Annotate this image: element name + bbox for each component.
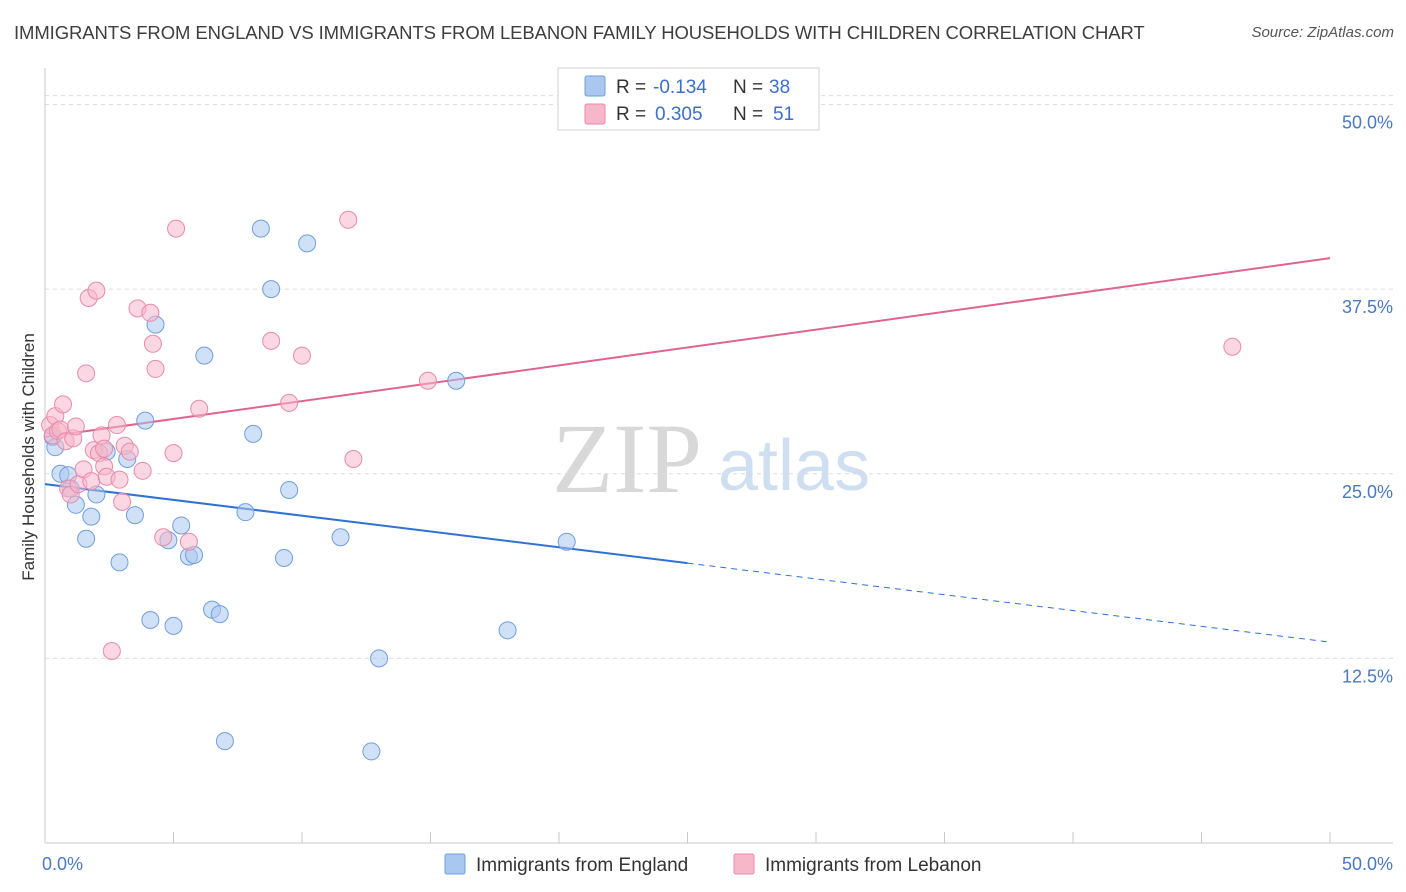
point-lebanon [344, 450, 363, 468]
point-lebanon [280, 393, 299, 412]
point-lebanon [82, 472, 101, 491]
data-points [41, 210, 1242, 761]
point-england [244, 424, 263, 443]
trend-line-england-extrapolated [687, 562, 1331, 643]
point-lebanon [167, 219, 186, 238]
chart-title: IMMIGRANTS FROM ENGLAND VS IMMIGRANTS FR… [14, 22, 1145, 43]
y-axis-label: Family Households with Children [19, 333, 38, 581]
point-england [136, 411, 155, 430]
point-lebanon [179, 532, 198, 551]
point-lebanon [107, 416, 126, 435]
point-england [251, 219, 270, 238]
legend-n-value-england: 38 [769, 77, 790, 98]
point-england [280, 481, 299, 500]
y-tick-label: 12.5% [1342, 666, 1393, 686]
point-lebanon [1223, 337, 1242, 356]
point-england [195, 346, 214, 365]
series-legend-swatch-england [444, 853, 466, 875]
legend-swatch-england [584, 75, 606, 97]
point-england [77, 529, 96, 548]
gridlines [45, 95, 1393, 659]
legend-swatch-lebanon [584, 103, 606, 125]
point-england [498, 621, 517, 640]
point-england [172, 516, 191, 535]
series-legend-label-lebanon: Immigrants from Lebanon [765, 855, 982, 876]
point-england [125, 506, 144, 525]
point-lebanon [87, 281, 106, 300]
point-lebanon [77, 364, 96, 383]
series-legend: Immigrants from England Immigrants from … [444, 853, 982, 876]
correlation-legend: R = -0.134 N = 38 R = 0.305 N = 51 [557, 67, 820, 131]
legend-n-label-lebanon: N = [733, 104, 763, 125]
point-england [370, 649, 389, 668]
y-tick-label: 37.5% [1342, 297, 1393, 317]
point-lebanon [133, 461, 152, 480]
point-england [362, 742, 381, 761]
point-england [275, 548, 294, 567]
point-england [164, 616, 183, 635]
point-lebanon [53, 395, 72, 414]
y-tick-label: 25.0% [1342, 482, 1393, 502]
watermark-zip: ZIP [552, 403, 702, 514]
point-lebanon [113, 492, 132, 511]
point-lebanon [190, 399, 209, 418]
x-tick-label: 50.0% [1342, 854, 1393, 874]
point-lebanon [66, 417, 85, 436]
point-england [210, 605, 229, 624]
point-lebanon [154, 528, 173, 547]
legend-n-label-england: N = [733, 77, 763, 98]
point-lebanon [164, 444, 183, 463]
legend-n-value-lebanon: 51 [773, 104, 794, 125]
legend-r-label-england: R = [616, 77, 646, 98]
watermark-atlas: atlas [718, 426, 870, 506]
legend-r-value-lebanon: 0.305 [655, 104, 703, 125]
point-england [557, 532, 576, 551]
point-england [236, 503, 255, 522]
point-lebanon [120, 442, 139, 461]
point-lebanon [110, 470, 129, 489]
legend-r-value-england: -0.134 [653, 77, 707, 98]
x-tick-labels: 0.0% 50.0% [42, 854, 1393, 874]
point-lebanon [143, 334, 162, 353]
point-lebanon [146, 359, 165, 378]
x-tick-label: 0.0% [42, 854, 83, 874]
trend-line-england [44, 483, 688, 565]
source-credit: Source: ZipAtlas.com [1251, 24, 1394, 41]
point-england [262, 280, 281, 299]
point-lebanon [102, 642, 121, 660]
axes [44, 68, 1393, 844]
point-lebanon [339, 210, 358, 229]
point-england [82, 507, 101, 526]
point-lebanon [293, 346, 311, 365]
point-england [215, 732, 234, 751]
legend-r-label-lebanon: R = [616, 104, 646, 125]
trend-lines [44, 257, 1331, 643]
point-lebanon [418, 371, 437, 390]
trend-line-lebanon [44, 257, 1331, 438]
y-tick-labels: 12.5% 25.0% 37.5% 50.0% [1342, 113, 1393, 687]
point-england [110, 553, 129, 572]
point-england [447, 371, 466, 390]
point-england [141, 610, 160, 629]
series-legend-label-england: Immigrants from England [476, 855, 688, 876]
point-lebanon [262, 331, 281, 350]
point-lebanon [95, 439, 114, 458]
y-tick-label: 50.0% [1342, 113, 1393, 133]
watermark: ZIP atlas [552, 403, 870, 514]
point-england [298, 234, 317, 253]
point-lebanon [141, 303, 160, 322]
series-legend-swatch-lebanon [733, 853, 755, 875]
point-england [331, 528, 350, 547]
